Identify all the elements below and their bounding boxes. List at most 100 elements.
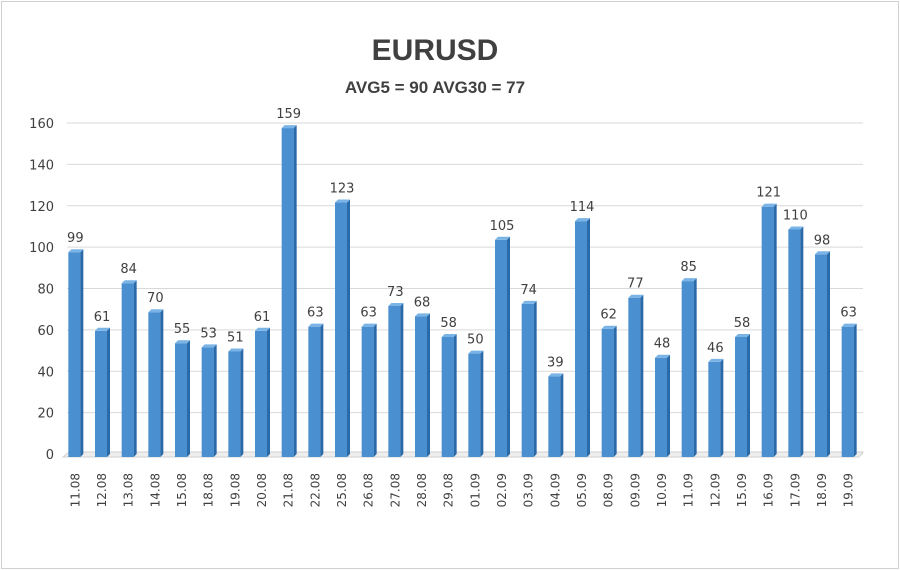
- bar-side: [160, 309, 164, 457]
- y-tick-label: 100: [29, 241, 54, 256]
- bar: [708, 361, 721, 457]
- x-tick-label: 03.09: [522, 473, 536, 507]
- data-label: 73: [387, 285, 404, 300]
- data-label: 55: [174, 322, 191, 337]
- bar-side: [293, 125, 297, 457]
- bar-top: [335, 199, 350, 203]
- bar: [121, 283, 134, 457]
- bar-top: [68, 249, 84, 253]
- bar: [495, 239, 507, 457]
- data-label: 98: [814, 233, 831, 248]
- bar: [761, 206, 774, 457]
- chart-subtitle: AVG5 = 90 AVG30 = 77: [345, 78, 525, 97]
- bar-top: [468, 350, 484, 354]
- x-tick-label: 15.08: [175, 473, 189, 507]
- bar-top: [95, 327, 110, 331]
- x-tick-label: 01.09: [468, 473, 482, 507]
- bar: [148, 312, 161, 457]
- bar: [68, 252, 81, 457]
- x-tick-label: 08.09: [602, 473, 616, 507]
- bar: [521, 303, 534, 457]
- bar-top: [495, 236, 510, 240]
- data-label: 53: [200, 326, 217, 341]
- x-tick-label: 09.09: [628, 473, 642, 507]
- bar: [228, 351, 241, 457]
- y-tick-label: 60: [37, 324, 54, 339]
- bar: [388, 305, 401, 457]
- bar-top: [361, 323, 377, 327]
- bar-top: [308, 323, 324, 327]
- bar-side: [373, 323, 377, 457]
- bar-top: [281, 125, 297, 129]
- bar: [255, 330, 267, 457]
- data-label: 77: [627, 277, 644, 292]
- data-label: 123: [330, 182, 355, 197]
- bar-top: [388, 302, 404, 306]
- bar-side: [400, 302, 404, 457]
- bar: [175, 343, 187, 457]
- data-label: 84: [120, 262, 137, 277]
- x-tick-label: 11.09: [682, 473, 696, 507]
- bar-top: [521, 300, 537, 304]
- x-tick-label: 14.08: [148, 473, 162, 507]
- data-label: 74: [520, 283, 537, 298]
- x-tick-label: 15.09: [735, 473, 749, 507]
- data-label: 58: [734, 316, 751, 331]
- bar: [201, 347, 214, 457]
- y-tick-label: 40: [37, 365, 54, 380]
- data-label: 61: [94, 310, 111, 325]
- bar-side: [747, 334, 750, 457]
- bar-top: [575, 218, 590, 222]
- data-label: 50: [467, 333, 484, 348]
- data-label: 121: [756, 186, 781, 201]
- data-label: 99: [67, 231, 84, 246]
- data-label: 70: [147, 291, 164, 306]
- x-tick-label: 12.09: [708, 473, 722, 507]
- x-tick-label: 10.09: [655, 473, 669, 507]
- data-label: 63: [360, 306, 377, 321]
- bar-side: [507, 236, 510, 457]
- bar: [441, 337, 454, 457]
- bar-top: [255, 327, 270, 331]
- bar-side: [347, 199, 350, 457]
- bar: [308, 326, 321, 457]
- bar-side: [187, 340, 190, 457]
- y-tick-label: 140: [29, 158, 54, 173]
- bar-top: [441, 334, 457, 338]
- bar-side: [533, 300, 537, 457]
- data-label: 51: [227, 330, 244, 345]
- bar-side: [453, 334, 457, 457]
- bar-top: [815, 251, 830, 255]
- x-tick-label: 19.08: [228, 473, 242, 507]
- bar-top: [708, 358, 724, 362]
- bar-side: [427, 313, 430, 457]
- bar: [281, 128, 294, 457]
- bar-top: [841, 323, 857, 327]
- x-tick-label: 11.08: [68, 473, 82, 507]
- y-tick-label: 120: [29, 200, 54, 215]
- x-tick-label: 13.08: [122, 473, 136, 507]
- bar-side: [267, 327, 270, 457]
- bar-side: [320, 323, 324, 457]
- x-tick-label: 04.09: [548, 473, 562, 507]
- bar-side: [853, 323, 857, 457]
- x-tick-label: 19.09: [842, 473, 856, 507]
- bar-side: [693, 278, 697, 457]
- y-tick-label: 0: [46, 448, 54, 463]
- x-tick-label: 28.08: [415, 473, 429, 507]
- bar-top: [601, 325, 617, 329]
- x-tick-label: 12.08: [95, 473, 109, 507]
- bar: [468, 353, 481, 457]
- bar-side: [107, 327, 110, 457]
- bar-side: [827, 251, 830, 457]
- bar-side: [213, 344, 217, 457]
- x-tick-label: 18.08: [202, 473, 216, 507]
- x-tick-label: 26.08: [362, 473, 376, 507]
- bar-top: [761, 203, 777, 207]
- data-label: 68: [414, 295, 431, 310]
- x-tick-label: 25.08: [335, 473, 349, 507]
- y-tick-label: 80: [37, 283, 54, 298]
- bar-top: [548, 373, 564, 377]
- y-tick-label: 20: [37, 407, 54, 422]
